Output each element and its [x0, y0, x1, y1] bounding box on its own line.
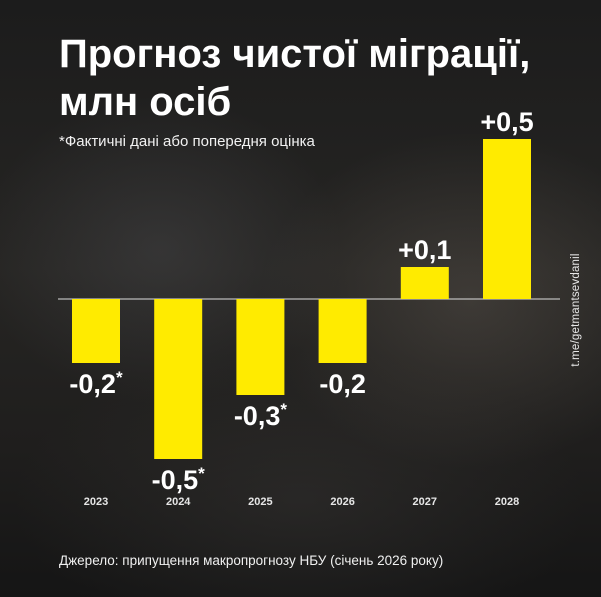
tick-label-2026: 2026	[330, 496, 354, 508]
tick-label-2025: 2025	[248, 496, 272, 508]
telegram-link[interactable]: t.me/getmantsevdanil	[570, 253, 582, 367]
bar-2026	[318, 299, 367, 363]
tick-label-2027: 2027	[413, 496, 437, 508]
bar-2028	[483, 139, 531, 299]
tick-label-2023: 2023	[84, 496, 108, 508]
bar-2025	[236, 299, 285, 395]
page-title: Прогноз чистої міграції, млн осіб	[59, 32, 531, 124]
data-label-2027: +0,1	[398, 235, 451, 265]
source-note: Джерело: припущення макропрогнозу НБУ (с…	[59, 553, 444, 568]
subtitle-note: *Фактичні дані або попередня оцінка	[59, 133, 315, 150]
data-label-2023: -0,2*	[69, 368, 123, 399]
tick-label-2028: 2028	[495, 496, 519, 508]
data-label-2028: +0,5	[480, 107, 533, 137]
data-label-2026: -0,2	[319, 369, 366, 399]
bar-2027	[400, 267, 449, 299]
bar-2023	[72, 299, 120, 363]
data-label-2024: -0,5*	[152, 464, 206, 495]
data-label-2025: -0,3*	[234, 400, 288, 431]
tick-label-2024: 2024	[166, 496, 191, 508]
bar-2024	[154, 299, 203, 459]
